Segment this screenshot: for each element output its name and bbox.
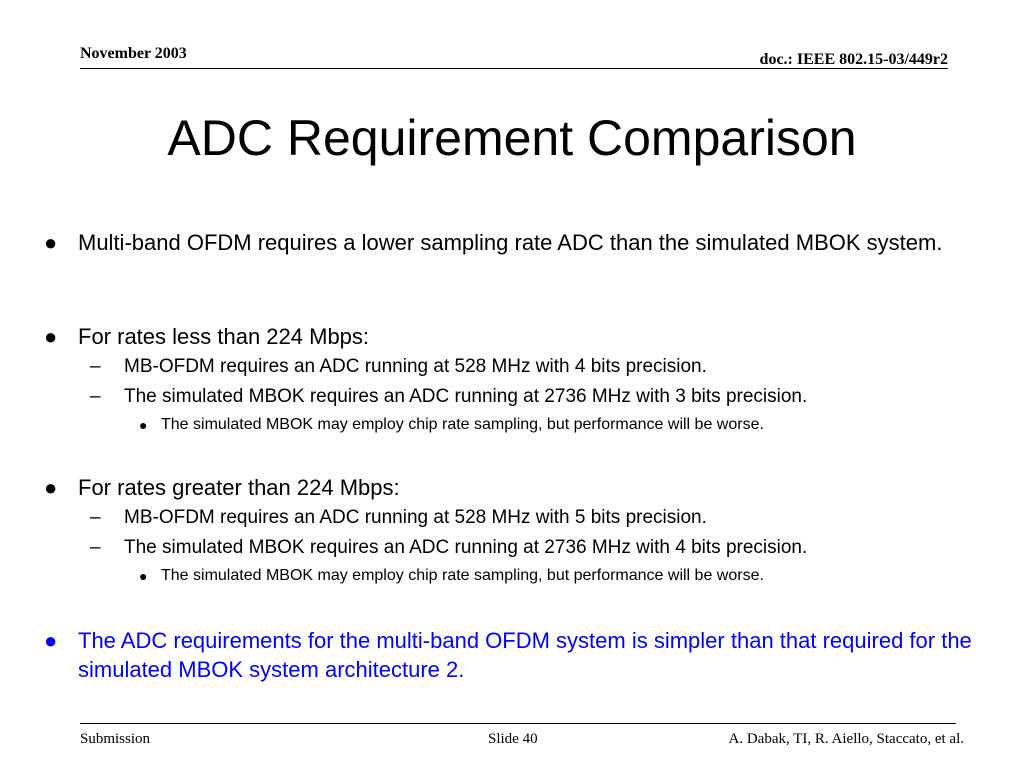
dash-icon: – bbox=[90, 386, 101, 407]
bullet-text: The ADC requirements for the multi-band … bbox=[78, 628, 972, 682]
footer-slide-number: Slide 40 bbox=[488, 731, 538, 747]
sub-bullet-text: The simulated MBOK requires an ADC runni… bbox=[124, 386, 808, 407]
header-divider bbox=[80, 68, 948, 69]
sub-bullet-text: MB-OFDM requires an ADC running at 528 M… bbox=[124, 356, 707, 377]
bullet-dot-icon: ● bbox=[44, 628, 58, 653]
sub-sub-bullet-text: The simulated MBOK may employ chip rate … bbox=[161, 416, 764, 433]
footer-authors: A. Dabak, TI, R. Aiello, Staccato, et al… bbox=[728, 731, 965, 747]
bullet-dot-icon: ● bbox=[44, 475, 58, 500]
dash-icon: – bbox=[90, 507, 101, 528]
small-dot-icon: ● bbox=[139, 417, 148, 433]
sub-bullet-2-2: – The simulated MBOK requires an ADC run… bbox=[90, 385, 984, 409]
sub-bullet-3-2: – The simulated MBOK requires an ADC run… bbox=[90, 536, 984, 560]
bullet-1: ● Multi-band OFDM requires a lower sampl… bbox=[44, 228, 1008, 257]
header-doc-id: doc.: IEEE 802.15-03/449r2 bbox=[759, 51, 948, 68]
dash-icon: – bbox=[90, 537, 101, 558]
sub-bullet-3-1: – MB-OFDM requires an ADC running at 528… bbox=[90, 506, 984, 530]
bullet-text: For rates greater than 224 Mbps: bbox=[78, 475, 400, 500]
bullet-dot-icon: ● bbox=[44, 324, 58, 349]
slide-title: ADC Requirement Comparison bbox=[167, 110, 857, 166]
bullet-text: Multi-band OFDM requires a lower samplin… bbox=[78, 230, 943, 255]
bullet-text: For rates less than 224 Mbps: bbox=[78, 324, 370, 349]
footer-submission: Submission bbox=[80, 731, 151, 747]
sub-sub-bullet-text: The simulated MBOK may employ chip rate … bbox=[161, 567, 764, 584]
sub-bullet-text: MB-OFDM requires an ADC running at 528 M… bbox=[124, 507, 707, 528]
dash-icon: – bbox=[90, 356, 101, 377]
sub-sub-bullet-3-2-1: ● The simulated MBOK may employ chip rat… bbox=[139, 566, 981, 586]
sub-bullet-2-1: – MB-OFDM requires an ADC running at 528… bbox=[90, 355, 984, 379]
bullet-3: ● For rates greater than 224 Mbps: bbox=[44, 473, 1008, 502]
bullet-dot-icon: ● bbox=[44, 230, 58, 255]
footer-divider bbox=[80, 723, 956, 724]
bullet-4-conclusion: ● The ADC requirements for the multi-ban… bbox=[44, 626, 1008, 684]
sub-sub-bullet-2-2-1: ● The simulated MBOK may employ chip rat… bbox=[139, 415, 981, 435]
header-date: November 2003 bbox=[80, 45, 187, 62]
bullet-2: ● For rates less than 224 Mbps: bbox=[44, 322, 1008, 351]
small-dot-icon: ● bbox=[139, 568, 148, 584]
sub-bullet-text: The simulated MBOK requires an ADC runni… bbox=[124, 537, 808, 558]
